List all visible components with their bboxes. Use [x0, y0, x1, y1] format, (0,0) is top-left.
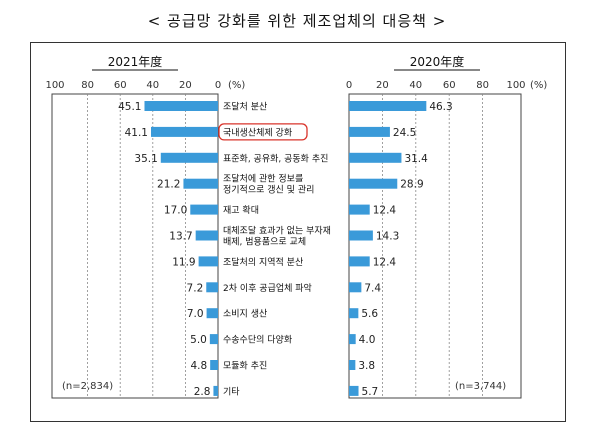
left-value-label: 13.7 — [169, 231, 192, 243]
left-series-title: 2021年度 — [108, 54, 163, 69]
category-label: 조달처의 지역적 분산 — [223, 256, 303, 268]
left-bar — [160, 152, 218, 163]
right-bar — [349, 385, 359, 396]
left-value-label: 7.2 — [187, 282, 204, 294]
left-value-label: 11.9 — [172, 256, 195, 268]
right-tick-label: 0 — [346, 80, 352, 91]
right-bar — [349, 334, 356, 345]
right-tick-label: 60 — [443, 80, 456, 91]
category-label: 표준화, 공유화, 공동화 추진 — [223, 153, 328, 164]
left-value-label: 5.0 — [190, 334, 207, 346]
right-value-label: 3.8 — [358, 360, 375, 372]
left-value-label: 41.1 — [125, 127, 148, 139]
left-unit-label: (%) — [228, 80, 245, 91]
right-bar — [349, 256, 370, 267]
right-value-label: 12.4 — [373, 256, 397, 268]
chart-title: < 공급망 강화를 위한 제조업체의 대응책 > — [147, 12, 447, 30]
category-label: 수송수단의 다양화 — [223, 335, 292, 346]
left-tick-label: 100 — [45, 80, 64, 91]
left-bar — [209, 334, 218, 345]
right-plot-area — [348, 93, 522, 399]
category-label: 국내생산체제 강화 — [223, 127, 292, 138]
right-value-label: 28.9 — [400, 179, 423, 191]
category-label: 소비지 생산 — [223, 309, 267, 320]
left-value-label: 45.1 — [118, 101, 141, 113]
left-bar — [190, 204, 218, 215]
right-tick-label: 40 — [409, 80, 422, 91]
left-tick-label: 40 — [146, 80, 159, 91]
left-value-label: 4.8 — [190, 360, 207, 372]
right-value-label: 24.5 — [393, 127, 416, 139]
right-unit-label: (%) — [530, 80, 547, 91]
category-label: 정기적으로 갱신 및 관리 — [223, 184, 314, 196]
right-bar — [349, 308, 359, 319]
category-label: 조달처에 관한 정보를 — [223, 173, 303, 185]
right-value-label: 31.4 — [404, 153, 428, 165]
right-bar — [349, 204, 370, 215]
right-bar — [349, 101, 427, 111]
category-label: 모듈화 추진 — [223, 361, 267, 372]
right-bar — [349, 152, 402, 163]
left-value-label: 2.8 — [194, 386, 211, 398]
category-label: 배제, 범용품으로 교체 — [223, 237, 306, 248]
left-tick-label: 0 — [215, 80, 221, 91]
left-value-label: 7.0 — [187, 308, 204, 320]
right-series-title: 2020年度 — [410, 54, 465, 69]
right-bar — [349, 230, 373, 241]
right-bar — [349, 282, 362, 293]
left-tick-label: 20 — [179, 80, 192, 91]
category-label: 조달처 분산 — [223, 101, 267, 113]
right-value-label: 7.4 — [364, 282, 381, 294]
left-bar — [183, 178, 218, 189]
left-tick-label: 80 — [81, 80, 94, 91]
right-bar — [349, 178, 398, 189]
category-label: 대체조달 효과가 없는 부자재 — [223, 225, 331, 237]
category-label: 재고 확대 — [223, 204, 259, 216]
right-value-label: 12.4 — [373, 205, 397, 217]
right-value-label: 14.3 — [376, 231, 399, 243]
category-label: 2차 이후 공급업체 파악 — [223, 282, 312, 294]
right-n-label: (n=3,744) — [455, 381, 506, 392]
left-bar — [206, 308, 218, 319]
highlight-box — [218, 123, 308, 141]
left-bar — [198, 256, 218, 267]
left-bar — [210, 360, 218, 370]
left-bar — [151, 126, 218, 137]
left-bar — [195, 230, 218, 241]
left-tick-label: 60 — [114, 80, 127, 91]
right-bar — [349, 360, 356, 370]
right-bar — [349, 126, 390, 137]
right-tick-label: 20 — [376, 80, 389, 91]
right-tick-label: 100 — [506, 80, 525, 91]
left-bar — [206, 282, 218, 293]
right-tick-label: 80 — [476, 80, 489, 91]
left-value-label: 17.0 — [164, 205, 187, 217]
left-n-label: (n=2,834) — [62, 381, 113, 392]
left-plot-area — [51, 93, 219, 399]
left-value-label: 35.1 — [134, 153, 157, 165]
right-value-label: 5.7 — [362, 386, 379, 398]
right-value-label: 46.3 — [429, 101, 452, 113]
right-value-label: 5.6 — [361, 308, 378, 320]
left-value-label: 21.2 — [157, 179, 180, 191]
chart-frame — [30, 42, 566, 422]
left-bar — [144, 101, 218, 111]
category-label: 기타 — [223, 386, 240, 397]
left-bar — [213, 385, 218, 396]
right-value-label: 4.0 — [359, 334, 376, 346]
